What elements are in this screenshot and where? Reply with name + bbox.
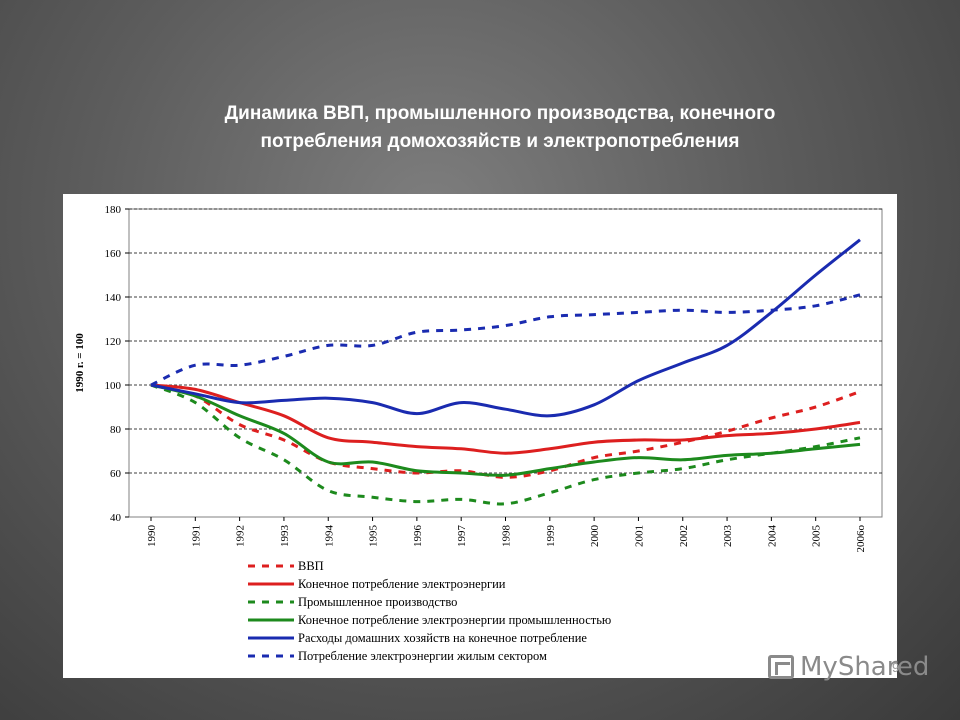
x-tick-label: 1992 [235, 525, 247, 547]
y-axis-ticks: 40 60 80 100 120 140 160 180 [105, 204, 129, 524]
slide-title: Динамика ВВП, промышленного производства… [100, 100, 900, 156]
x-tick-label: 2004 [766, 525, 778, 548]
series-line-1 [150, 383, 861, 455]
y-tick-label: 60 [110, 468, 122, 480]
legend-label: Потребление электроэнергии жилым секторо… [298, 649, 547, 663]
x-tick-label: 1993 [279, 525, 291, 548]
legend-label: Промышленное производство [298, 595, 457, 609]
x-tick-label: 1999 [545, 525, 557, 548]
watermark-logo-icon [768, 655, 794, 679]
watermark: MyShared [768, 652, 929, 682]
legend-label: Расходы домашних хозяйств на конечное по… [298, 631, 587, 645]
series-line-0 [150, 383, 861, 479]
series-line-5 [150, 293, 861, 387]
x-tick-label: 1991 [190, 525, 202, 547]
x-tick-label: 2002 [678, 525, 690, 547]
x-tick-label: 2003 [722, 525, 734, 548]
x-tick-label: 1998 [501, 525, 513, 548]
x-tick-label: 2000 [589, 525, 601, 548]
y-tick-label: 80 [110, 424, 122, 436]
series-lines [150, 238, 861, 506]
legend: ВВП Конечное потребление электроэнергии Пр… [248, 559, 611, 663]
watermark-text: MyShared [800, 652, 930, 682]
x-tick-label: 2006о [855, 525, 867, 553]
x-tick-label: 1996 [412, 525, 424, 548]
x-tick-label: 1995 [368, 525, 380, 548]
x-tick-label: 1997 [456, 525, 468, 548]
y-tick-label: 180 [105, 204, 122, 216]
x-tick-label: 2001 [633, 525, 645, 547]
legend-label: Конечное потребление электроэнергии пром… [298, 613, 611, 627]
legend-label: ВВП [298, 559, 324, 573]
slide-title-line-2: потребления домохозяйств и электропотреб… [260, 131, 740, 152]
plot-area-border [128, 208, 883, 518]
y-axis-label: 1990 г. = 100 [74, 333, 86, 393]
x-tick-label: 1990 [146, 525, 158, 548]
y-tick-label: 120 [105, 336, 122, 348]
slide-title-line-1: Динамика ВВП, промышленного производства… [224, 103, 776, 124]
y-tick-label: 160 [105, 248, 122, 260]
legend-label: Конечное потребление электроэнергии [298, 577, 506, 591]
chart-panel: 40 60 80 100 120 140 160 180 1990 1991 1992 1993 19… [63, 194, 897, 678]
x-axis-ticks: 1990 1991 1992 1993 1994 1995 1996 1997 1998 1999… [146, 517, 867, 553]
page-number: 9 [892, 660, 900, 675]
series-line-4 [150, 238, 861, 418]
y-tick-label: 100 [105, 380, 122, 392]
y-tick-label: 140 [105, 292, 122, 304]
y-tick-label: 40 [110, 512, 122, 524]
x-tick-label: 2005 [811, 525, 823, 548]
x-tick-label: 1994 [323, 525, 335, 548]
